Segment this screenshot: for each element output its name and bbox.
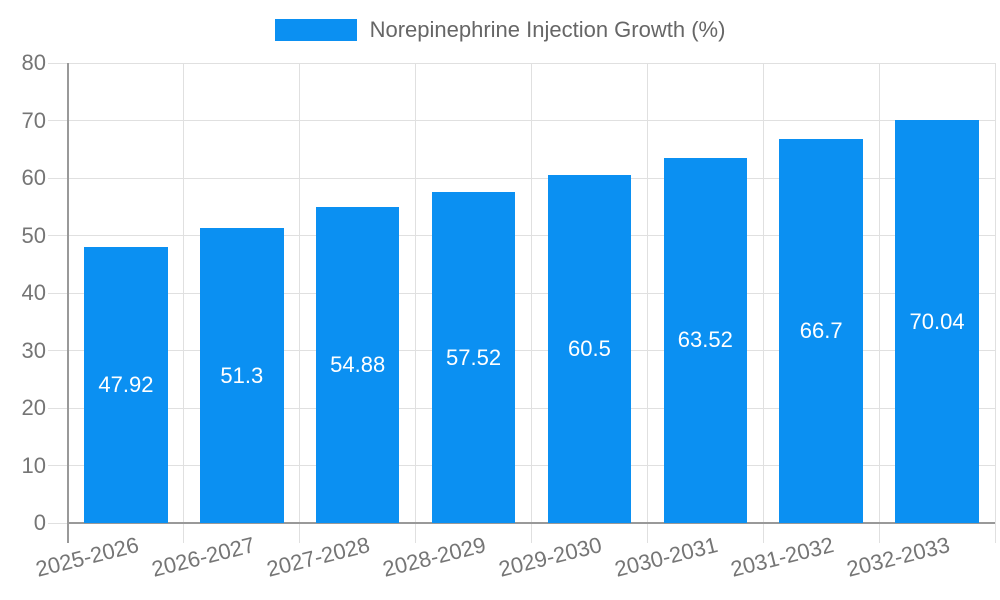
x-axis-tick-label: 2032-2033	[843, 532, 953, 582]
y-axis-line	[67, 63, 69, 543]
x-gridline	[762, 63, 764, 543]
x-axis-tick-label: 2025-2026	[32, 532, 141, 582]
y-axis-tick-label: 30	[21, 337, 46, 363]
y-axis-tick-label: 0	[33, 510, 46, 535]
bar-value-label: 60.5	[568, 336, 611, 362]
y-axis-tick-label: 80	[21, 50, 46, 75]
legend-swatch	[274, 19, 357, 41]
bar[interactable]	[663, 157, 748, 523]
y-gridline	[48, 465, 995, 466]
y-gridline	[48, 292, 995, 294]
y-gridline	[48, 120, 995, 121]
bar[interactable]	[315, 207, 400, 523]
bar-value-label: 66.7	[799, 318, 843, 344]
x-axis-line	[68, 522, 995, 524]
bar-value-label: 63.52	[677, 327, 733, 353]
x-gridline	[994, 63, 996, 543]
y-axis-tick-label: 70	[21, 107, 46, 133]
x-axis-tick-label: 2029-2030	[496, 532, 605, 582]
legend-item[interactable]: Norepinephrine Injection Growth (%)	[0, 17, 1000, 43]
x-gridline	[646, 63, 648, 543]
y-axis-tick-label: 20	[21, 395, 46, 420]
y-axis-tick-label: 10	[21, 452, 46, 478]
bar[interactable]	[779, 139, 863, 523]
x-gridline	[531, 63, 532, 543]
x-gridline	[183, 63, 185, 543]
bar[interactable]	[547, 175, 632, 523]
y-axis-tick-label: 40	[21, 280, 46, 305]
bar[interactable]	[431, 192, 516, 523]
bar-value-label: 54.88	[330, 352, 386, 378]
y-gridline	[48, 62, 995, 64]
legend-label: Norepinephrine Injection Growth (%)	[369, 17, 726, 42]
y-axis-tick-label: 50	[21, 222, 46, 248]
x-axis-tick-label: 2031-2032	[728, 532, 837, 582]
bar-value-label: 51.3	[220, 362, 264, 388]
y-gridline	[48, 350, 995, 351]
x-gridline	[299, 63, 301, 543]
y-gridline	[48, 177, 995, 179]
bar-value-label: 57.52	[446, 344, 502, 370]
x-axis-tick-label: 2026-2027	[148, 532, 257, 582]
x-gridline	[415, 63, 417, 543]
y-gridline	[48, 407, 995, 409]
y-gridline	[48, 235, 995, 236]
bar[interactable]	[895, 120, 979, 523]
y-axis-tick-label: 60	[21, 165, 46, 190]
bar-value-label: 70.04	[909, 308, 965, 334]
bar[interactable]	[84, 247, 168, 523]
x-gridline	[878, 63, 880, 543]
bar[interactable]	[200, 228, 284, 523]
bar-value-label: 47.92	[98, 372, 154, 398]
x-axis-tick-label: 2028-2029	[380, 532, 489, 582]
x-axis-tick-label: 2030-2031	[612, 532, 721, 582]
x-axis-tick-label: 2027-2028	[264, 532, 373, 582]
